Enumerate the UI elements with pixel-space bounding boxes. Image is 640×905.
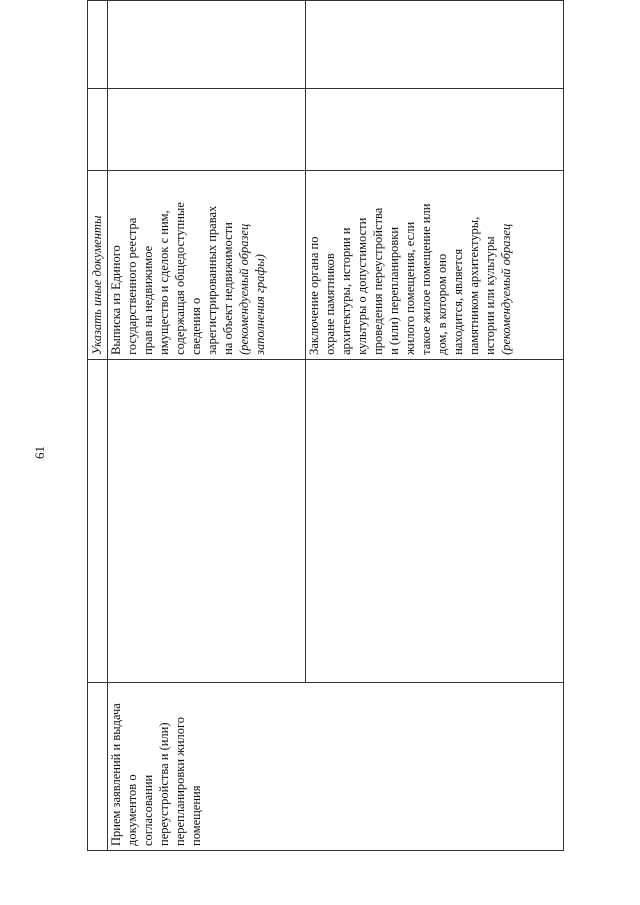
empty-cell [305, 0, 564, 89]
empty-cell [107, 359, 306, 683]
document-cell: Заключение органа по охране памятников а… [305, 170, 564, 360]
empty-cell [305, 88, 564, 171]
table-header-row: Указать иные документы [87, 0, 108, 851]
empty-cell [107, 88, 306, 171]
documents-table: Указать иные документы Прием заявлений и… [87, 0, 564, 851]
procedure-cell: Прием заявлений и выдача документов о со… [107, 682, 564, 851]
header-cell [87, 0, 108, 89]
header-cell [87, 682, 108, 851]
document-text: Выписка из Единого государственного реес… [109, 202, 235, 355]
empty-cell [305, 359, 564, 683]
header-cell-other-documents: Указать иные документы [87, 170, 108, 360]
page-number: 61 [32, 446, 47, 459]
table-row: Прием заявлений и выдача документов о со… [107, 0, 564, 851]
document-text: Заключение органа по охране памятников а… [307, 203, 497, 355]
empty-cell [107, 0, 306, 89]
header-cell [87, 88, 108, 171]
document-note: (рекомендуемый образец [499, 223, 513, 355]
header-cell [87, 359, 108, 683]
document-note: (рекомендуемый образец заполнения графы) [237, 223, 267, 355]
document-cell: Выписка из Единого государственного реес… [107, 170, 306, 360]
